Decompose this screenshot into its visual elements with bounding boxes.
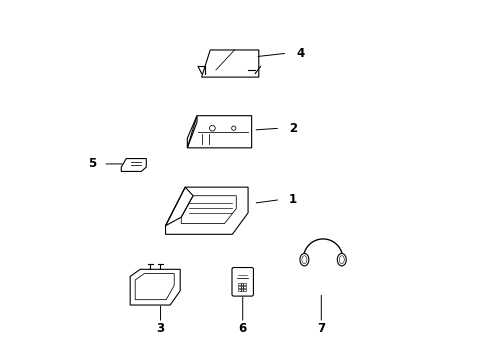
- Text: 3: 3: [156, 322, 164, 335]
- Text: 4: 4: [296, 47, 304, 60]
- Text: 7: 7: [317, 322, 325, 335]
- Bar: [243, 289, 245, 291]
- Text: 5: 5: [88, 157, 96, 170]
- Bar: [238, 283, 240, 285]
- Text: 2: 2: [288, 122, 297, 135]
- Bar: [240, 289, 243, 291]
- Bar: [243, 283, 245, 285]
- Bar: [243, 286, 245, 288]
- Bar: [238, 289, 240, 291]
- Bar: [240, 286, 243, 288]
- Bar: [240, 283, 243, 285]
- Text: 1: 1: [288, 193, 297, 206]
- Bar: [238, 286, 240, 288]
- Text: 6: 6: [238, 322, 246, 335]
